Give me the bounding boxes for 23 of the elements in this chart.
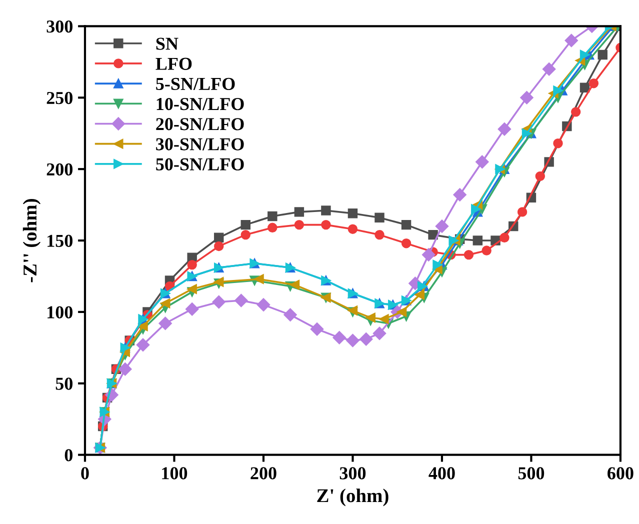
x-tick-label: 500 (518, 467, 544, 480)
y-tick-label: 200 (46, 163, 72, 176)
y-tick-label: 50 (56, 378, 72, 390)
legend-label: 30-SN/LFO (156, 138, 244, 150)
legend-label: SN (156, 38, 178, 50)
legend-label: 10-SN/LFO (156, 98, 244, 110)
legend-label: LFO (156, 58, 192, 70)
y-tick-label: 250 (46, 92, 72, 104)
x-tick-label: 0 (81, 467, 89, 480)
x-axis-title: Z' (ohm) (317, 488, 388, 506)
x-tick-label: 400 (428, 467, 455, 480)
legend-label: 20-SN/LFO (156, 118, 244, 130)
y-tick-label: 150 (48, 234, 72, 247)
y-tick-label: 0 (64, 449, 72, 462)
x-tick-label: 200 (250, 467, 276, 480)
y-axis-title: -Z'' (ohm) (22, 198, 41, 282)
legend-label: 50-SN/LFO (156, 158, 244, 170)
x-tick-label: 300 (340, 467, 366, 480)
x-tick-label: 100 (162, 467, 188, 480)
x-tick-label: 600 (608, 467, 634, 480)
legend-label: 5-SN/LFO (156, 78, 235, 90)
y-tick-label: 100 (48, 306, 72, 318)
y-tick-label: 300 (46, 20, 72, 33)
